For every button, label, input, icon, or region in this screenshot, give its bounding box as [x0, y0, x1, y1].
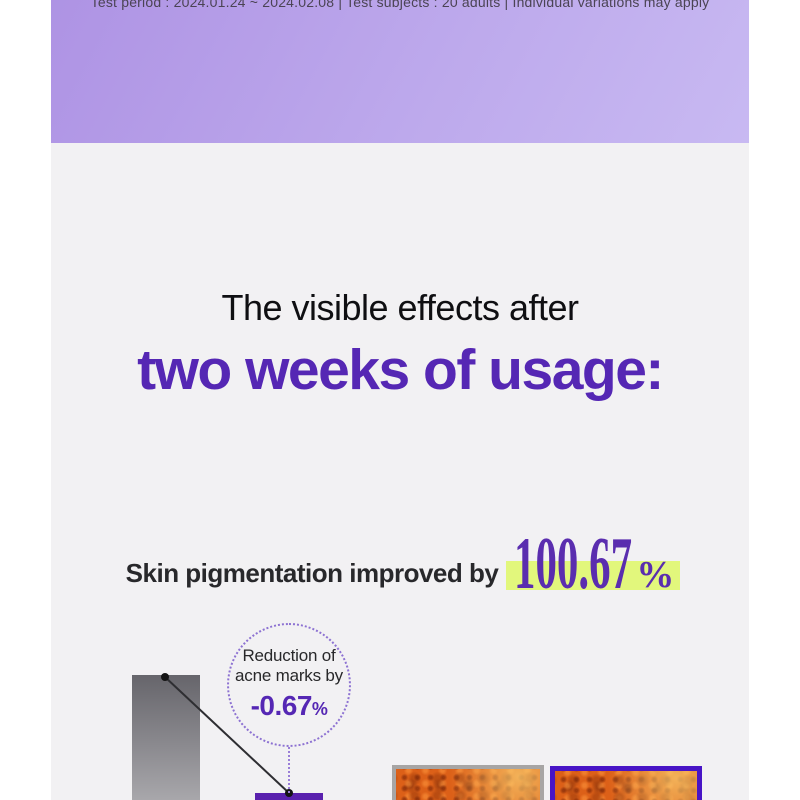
- before-skin-texture: [396, 769, 540, 800]
- dotted-drop-line: [288, 747, 290, 793]
- headline-line1: The visible effects after: [221, 287, 579, 328]
- acne-callout-line1: Reduction of: [242, 646, 336, 665]
- acne-callout-circle: Reduction of acne marks by -0.67%: [227, 623, 351, 747]
- after-photo: [550, 766, 702, 800]
- pigmentation-percent-number: 100.67: [514, 523, 633, 605]
- pigmentation-result-label: Skin pigmentation improved by: [125, 558, 499, 588]
- after-skin-texture: [555, 771, 697, 800]
- test-disclaimer-text: Test period : 2024.01.24 ~ 2024.02.08 | …: [90, 0, 710, 10]
- highlight-mark: [506, 561, 681, 590]
- before-photo: [392, 765, 544, 800]
- headline-line2: two weeks of usage:: [137, 338, 664, 402]
- acne-percent-sign: %: [311, 699, 328, 719]
- pigmentation-result-value: 100.67 %: [506, 523, 681, 605]
- bar-after: [255, 793, 323, 800]
- acne-callout-value: -0.67%: [250, 690, 328, 721]
- pigmentation-percent-sign: %: [636, 554, 675, 596]
- acne-callout-line2: acne marks by: [235, 666, 343, 685]
- hero-banner: Test period : 2024.01.24 ~ 2024.02.08 | …: [51, 0, 749, 143]
- pigmentation-result-row: Skin pigmentation improved by 100.67 %: [51, 523, 749, 605]
- bar-before: [132, 675, 200, 800]
